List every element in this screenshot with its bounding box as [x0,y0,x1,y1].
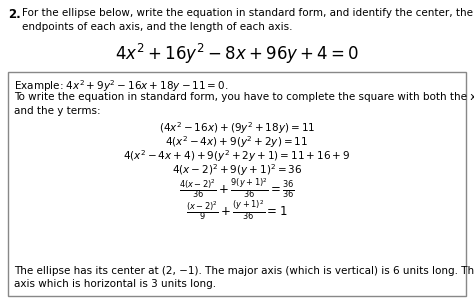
Text: axis which is horizontal is 3 units long.: axis which is horizontal is 3 units long… [14,279,216,289]
Text: $(4x^2 - 16x) + (9y^2 + 18y) = 11$: $(4x^2 - 16x) + (9y^2 + 18y) = 11$ [159,120,315,136]
Text: $4x^2 + 16y^2 - 8x + 96y + 4 = 0$: $4x^2 + 16y^2 - 8x + 96y + 4 = 0$ [115,42,359,66]
Text: $\frac{4(x - 2)^2}{36} + \frac{9(y + 1)^2}{36} = \frac{36}{36}$: $\frac{4(x - 2)^2}{36} + \frac{9(y + 1)^… [179,176,295,200]
Text: For the ellipse below, write the equation in standard form, and identify the cen: For the ellipse below, write the equatio… [22,8,473,18]
Text: 2.: 2. [8,8,21,21]
Text: and the y terms:: and the y terms: [14,106,100,116]
Text: $\frac{(x - 2)^2}{9} + \frac{(y + 1)^2}{36} = 1$: $\frac{(x - 2)^2}{9} + \frac{(y + 1)^2}{… [186,198,288,222]
Text: endpoints of each axis, and the length of each axis.: endpoints of each axis, and the length o… [22,22,292,32]
Text: $4(x^2 - 4x) + 9(y^2 + 2y) = 11$: $4(x^2 - 4x) + 9(y^2 + 2y) = 11$ [165,134,309,150]
Text: The ellipse has its center at (2, −1). The major axis (which is vertical) is 6 u: The ellipse has its center at (2, −1). T… [14,266,474,276]
Bar [8,72,466,296]
Text: To write the equation in standard form, you have to complete the square with bot: To write the equation in standard form, … [14,92,474,102]
Text: $4(x^2 - 4x + 4) + 9(y^2 + 2y + 1) = 11 + 16 + 9$: $4(x^2 - 4x + 4) + 9(y^2 + 2y + 1) = 11 … [123,148,351,164]
Text: $4(x - 2)^2 + 9(y + 1)^2 = 36$: $4(x - 2)^2 + 9(y + 1)^2 = 36$ [172,162,302,178]
Text: Example: $4x^2 + 9y^2 - 16x + 18y - 11 = 0$.: Example: $4x^2 + 9y^2 - 16x + 18y - 11 =… [14,78,228,94]
